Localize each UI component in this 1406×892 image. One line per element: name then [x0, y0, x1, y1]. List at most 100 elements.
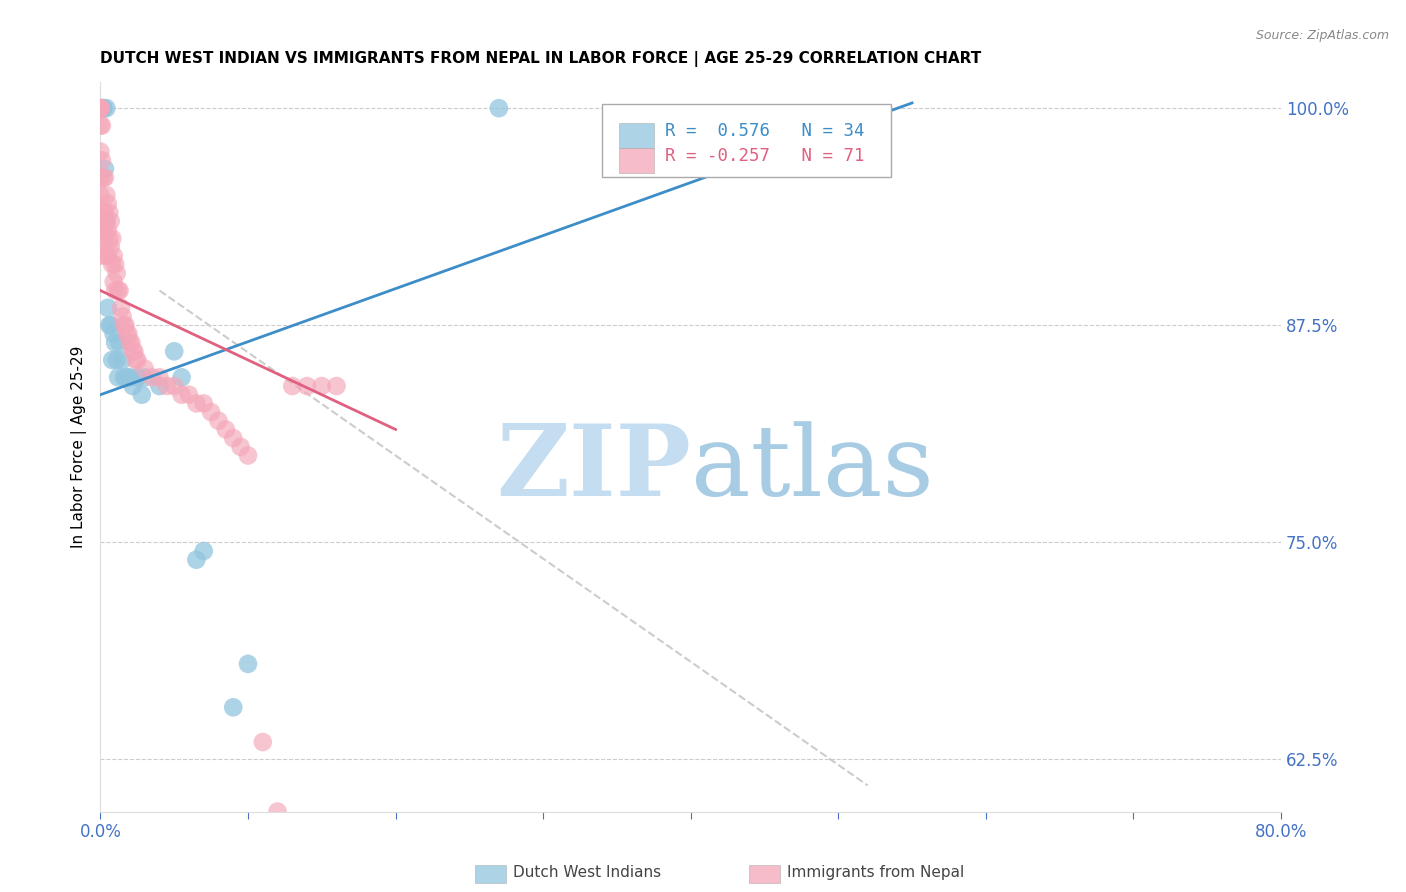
- Point: [107, 284, 129, 298]
- Point: [127, 353, 149, 368]
- Point: [186, 396, 208, 410]
- Point: [170, 388, 193, 402]
- Point: [112, 318, 135, 333]
- Point: [104, 284, 127, 298]
- Y-axis label: In Labor Force | Age 25-29: In Labor Force | Age 25-29: [72, 345, 87, 548]
- Point: [98, 205, 121, 219]
- Point: [94, 170, 117, 185]
- Point: [156, 379, 179, 393]
- Point: [122, 344, 145, 359]
- Point: [229, 440, 252, 454]
- FancyBboxPatch shape: [619, 123, 654, 147]
- Point: [105, 353, 128, 368]
- Point: [90, 119, 112, 133]
- Point: [118, 335, 141, 350]
- Point: [114, 318, 136, 333]
- Point: [118, 370, 141, 384]
- Point: [125, 353, 148, 368]
- Point: [124, 344, 146, 359]
- Point: [215, 422, 238, 436]
- Point: [108, 335, 131, 350]
- Point: [110, 301, 132, 315]
- Point: [100, 318, 122, 333]
- Point: [89, 170, 111, 185]
- Point: [131, 388, 153, 402]
- Point: [89, 145, 111, 159]
- Point: [97, 196, 120, 211]
- Point: [111, 310, 134, 324]
- Text: Immigrants from Nepal: Immigrants from Nepal: [787, 865, 965, 880]
- Point: [96, 214, 118, 228]
- Point: [266, 805, 288, 819]
- Point: [103, 326, 125, 341]
- Point: [193, 396, 215, 410]
- Point: [177, 388, 200, 402]
- Point: [252, 735, 274, 749]
- Point: [108, 284, 131, 298]
- Point: [94, 161, 117, 176]
- Point: [112, 370, 135, 384]
- Point: [93, 205, 115, 219]
- Text: ZIP: ZIP: [496, 420, 690, 517]
- Point: [100, 214, 122, 228]
- Point: [311, 379, 333, 393]
- Point: [89, 101, 111, 115]
- Point: [193, 544, 215, 558]
- Point: [96, 249, 118, 263]
- Point: [488, 101, 510, 115]
- Point: [115, 370, 138, 384]
- Text: atlas: atlas: [690, 421, 934, 516]
- Point: [134, 361, 156, 376]
- Point: [186, 552, 208, 566]
- Point: [134, 370, 156, 384]
- Point: [104, 335, 127, 350]
- Point: [96, 188, 118, 202]
- Point: [89, 101, 111, 115]
- Point: [281, 379, 304, 393]
- Point: [200, 405, 222, 419]
- Point: [295, 379, 318, 393]
- Point: [89, 101, 111, 115]
- FancyBboxPatch shape: [619, 148, 654, 172]
- Point: [93, 101, 115, 115]
- Point: [90, 153, 112, 168]
- Point: [222, 431, 245, 445]
- Text: DUTCH WEST INDIAN VS IMMIGRANTS FROM NEPAL IN LABOR FORCE | AGE 25-29 CORRELATIO: DUTCH WEST INDIAN VS IMMIGRANTS FROM NEP…: [100, 51, 981, 67]
- Point: [103, 275, 125, 289]
- Point: [107, 370, 129, 384]
- Point: [117, 326, 139, 341]
- Point: [127, 370, 149, 384]
- Point: [122, 379, 145, 393]
- Point: [236, 449, 259, 463]
- Point: [89, 101, 111, 115]
- Point: [163, 379, 186, 393]
- Text: Source: ZipAtlas.com: Source: ZipAtlas.com: [1256, 29, 1389, 42]
- Point: [94, 231, 117, 245]
- Point: [101, 231, 124, 245]
- Point: [103, 249, 125, 263]
- Point: [148, 379, 170, 393]
- Point: [236, 657, 259, 671]
- Point: [97, 301, 120, 315]
- Point: [111, 353, 134, 368]
- Point: [89, 101, 111, 115]
- Point: [97, 223, 120, 237]
- Text: Dutch West Indians: Dutch West Indians: [513, 865, 661, 880]
- Point: [325, 379, 347, 393]
- Point: [141, 370, 163, 384]
- Point: [96, 214, 118, 228]
- Point: [94, 205, 117, 219]
- Point: [96, 101, 118, 115]
- Point: [89, 231, 111, 245]
- Text: R =  0.576   N = 34: R = 0.576 N = 34: [665, 121, 865, 140]
- Point: [89, 101, 111, 115]
- Point: [98, 318, 121, 333]
- Point: [93, 223, 115, 237]
- Point: [89, 249, 111, 263]
- Point: [98, 231, 121, 245]
- Point: [89, 119, 111, 133]
- Point: [89, 101, 111, 115]
- Point: [89, 188, 111, 202]
- Point: [207, 414, 229, 428]
- Point: [89, 101, 111, 115]
